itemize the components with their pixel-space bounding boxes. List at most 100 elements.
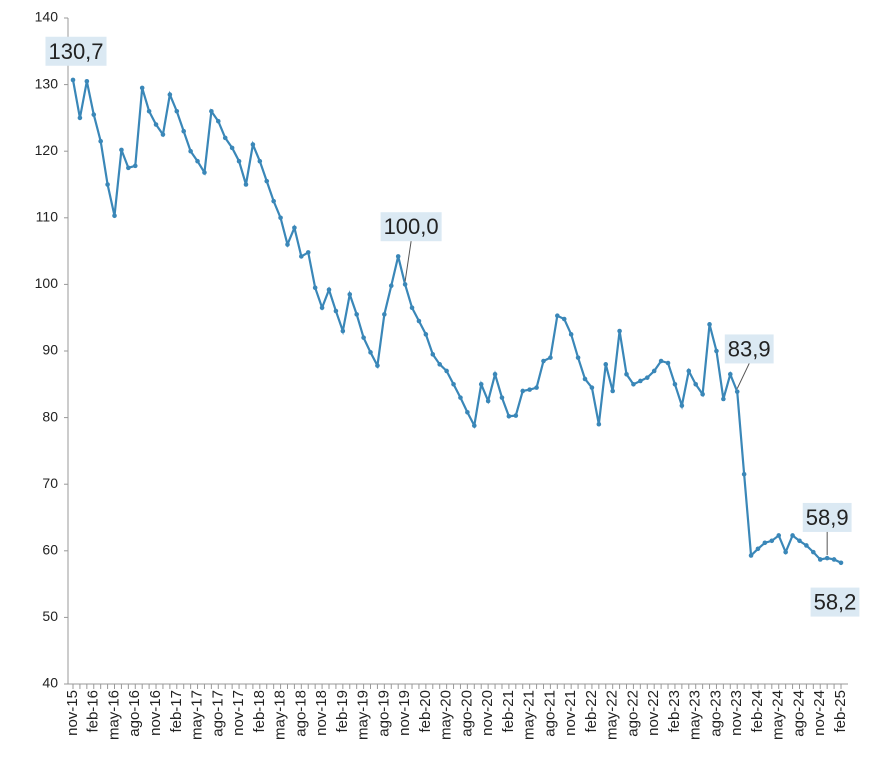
data-point	[721, 396, 726, 402]
data-point	[631, 382, 636, 387]
data-point	[112, 213, 117, 219]
data-point	[568, 332, 574, 337]
data-point	[561, 316, 567, 322]
data-point	[174, 108, 180, 114]
data-point	[485, 398, 491, 404]
x-tick-label: nov-23	[728, 690, 745, 736]
data-point	[430, 352, 436, 357]
x-tick-label: may-21	[521, 690, 538, 740]
data-point	[257, 158, 263, 164]
y-tick-label: 40	[42, 675, 58, 691]
data-point	[375, 363, 380, 368]
data-point	[160, 132, 166, 137]
data-point	[126, 165, 131, 171]
data-point	[478, 382, 484, 387]
x-tick-label: ago-18	[292, 690, 309, 737]
data-point	[132, 163, 138, 169]
data-point	[139, 85, 145, 91]
x-tick-label: feb-22	[583, 690, 600, 733]
data-point	[326, 287, 332, 293]
data-point	[347, 292, 353, 297]
x-tick-label: nov-22	[645, 690, 662, 736]
x-tick-label: nov-21	[562, 690, 579, 736]
data-point	[382, 312, 387, 317]
data-point	[388, 283, 394, 289]
data-point	[831, 557, 837, 562]
x-tick-label: may-17	[189, 690, 206, 740]
data-point	[741, 471, 747, 477]
value-label-box	[810, 587, 860, 617]
y-tick-label: 80	[42, 408, 58, 424]
x-tick-label: may-24	[770, 690, 787, 740]
value-label: 100,0	[380, 212, 442, 242]
x-tick-label: ago-17	[209, 690, 226, 737]
data-point	[617, 328, 622, 334]
data-point	[499, 395, 505, 400]
data-point	[354, 312, 359, 317]
data-point	[215, 118, 221, 124]
x-tick-label: nov-24	[811, 690, 828, 736]
data-point	[299, 254, 304, 259]
data-point	[451, 382, 456, 387]
value-label: 130,7	[45, 36, 107, 66]
data-point	[624, 372, 629, 377]
data-point	[119, 147, 124, 153]
x-tick-label: feb-25	[832, 690, 849, 733]
value-label: 58,2	[810, 587, 860, 617]
data-point	[361, 335, 366, 340]
data-point	[305, 250, 311, 255]
data-point	[402, 282, 408, 287]
data-point	[285, 242, 290, 247]
data-point	[444, 368, 449, 374]
data-point	[693, 382, 699, 387]
series-line	[71, 79, 842, 564]
x-tick-label: ago-21	[541, 690, 558, 737]
data-point	[776, 533, 782, 538]
x-tick-label: may-18	[272, 690, 289, 740]
data-point	[195, 158, 200, 164]
data-point	[603, 362, 609, 367]
x-tick-label: feb-23	[666, 690, 683, 733]
data-point	[416, 318, 422, 324]
data-point	[70, 77, 76, 83]
value-label-box	[45, 36, 107, 66]
data-point	[804, 543, 809, 548]
x-tick-label: ago-16	[126, 690, 143, 737]
data-point	[250, 142, 256, 147]
x-tick-label: may-23	[687, 690, 704, 740]
data-point	[167, 92, 173, 97]
data-point	[534, 385, 539, 390]
x-tick-label: feb-17	[168, 690, 185, 733]
data-point	[811, 549, 816, 555]
data-point	[153, 122, 159, 127]
data-point	[264, 178, 270, 184]
data-point	[146, 108, 152, 114]
y-tick-label: 90	[42, 342, 58, 358]
data-point	[520, 388, 526, 394]
value-label-text: 58,9	[806, 505, 849, 530]
data-point	[202, 170, 207, 175]
data-point	[797, 538, 802, 544]
value-label-text: 130,7	[48, 39, 103, 64]
x-tick-label: ago-24	[790, 690, 807, 737]
data-point	[209, 108, 214, 114]
data-point	[340, 328, 346, 334]
y-tick-label: 120	[35, 142, 59, 158]
data-point	[278, 215, 283, 221]
y-tick-label: 50	[42, 608, 58, 624]
data-point	[333, 308, 339, 314]
x-tick-label: nov-15	[64, 690, 81, 736]
data-point	[555, 313, 560, 319]
x-tick-label: nov-20	[479, 690, 496, 736]
data-point	[271, 198, 276, 204]
data-point	[769, 538, 775, 544]
value-label-text: 83,9	[728, 336, 771, 361]
y-tick-label: 100	[35, 275, 59, 291]
data-point	[465, 409, 470, 415]
data-point	[492, 372, 498, 377]
data-point	[589, 385, 595, 390]
data-point	[98, 138, 103, 144]
data-point	[77, 115, 83, 121]
x-tick-label: feb-16	[85, 690, 102, 733]
